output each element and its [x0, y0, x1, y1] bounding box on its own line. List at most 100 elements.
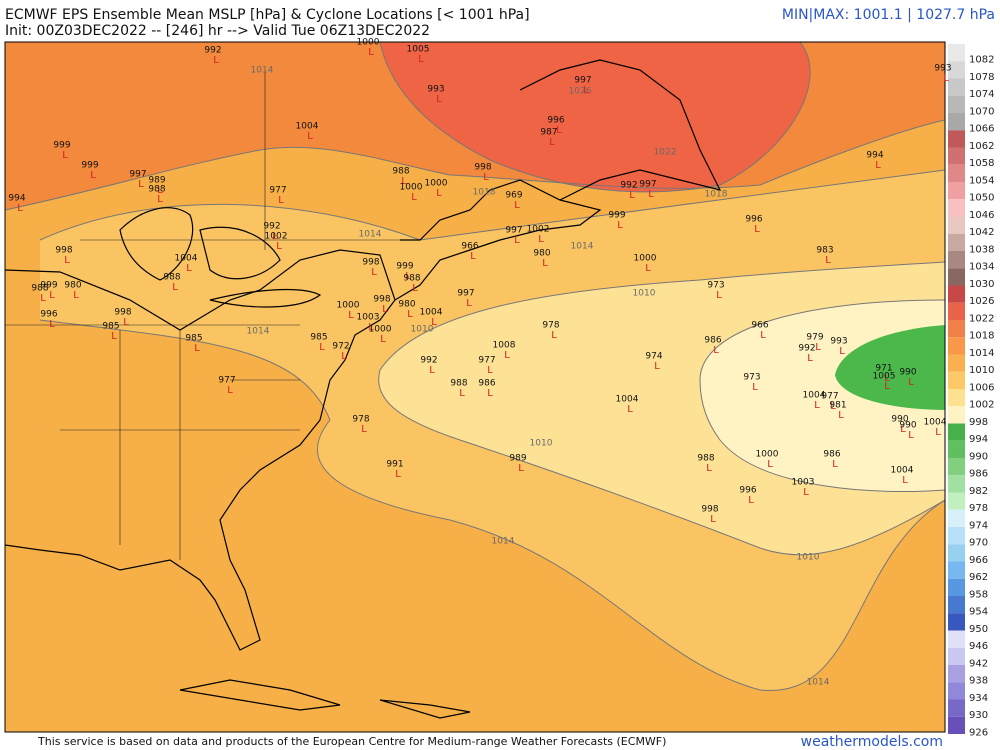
- colorbar-swatch: [948, 302, 965, 320]
- colorbar-swatch: [948, 182, 965, 200]
- cyclone-pressure: 997: [639, 180, 656, 190]
- cyclone-marker: L: [483, 172, 489, 183]
- colorbar-label: 934: [969, 693, 988, 704]
- cyclone-pressure: 997: [457, 289, 474, 299]
- contour-label: 1010: [797, 553, 820, 563]
- cyclone-marker: L: [395, 469, 401, 480]
- cyclone-marker: L: [361, 424, 367, 435]
- cyclone-marker: L: [64, 255, 70, 266]
- colorbar-label: 1074: [969, 89, 994, 100]
- colorbar-swatch: [948, 682, 965, 700]
- cyclone-marker: L: [617, 220, 623, 231]
- cyclone-pressure: 978: [542, 321, 559, 331]
- cyclone-pressure: 980: [64, 281, 81, 291]
- contour-labels: 1014 1018 1014 1014 1010 1014 1010 1010 1014 1010…: [247, 66, 830, 688]
- cyclone-marker: L: [49, 319, 55, 330]
- cyclone-pressure: 977: [269, 186, 286, 196]
- cyclone-marker: L: [706, 463, 712, 474]
- cyclone-pressure: 996: [739, 486, 756, 496]
- colorbar-label: 1002: [969, 400, 994, 411]
- colorbar-label: 1070: [969, 106, 994, 117]
- borders: [5, 70, 400, 560]
- cyclone-pressure: 1004: [924, 418, 947, 428]
- cyclone-marker: L: [645, 263, 651, 274]
- cyclone-pressure: 1005: [873, 372, 896, 382]
- colorbar-label: 1034: [969, 262, 994, 273]
- cyclone-marker: L: [538, 234, 544, 245]
- colorbar-label: 1066: [969, 124, 994, 135]
- cyclone-marker: L: [884, 373, 890, 384]
- map-frame: [4, 41, 946, 733]
- colorbar-label: 942: [969, 658, 988, 669]
- cyclone-marker: L: [815, 342, 821, 353]
- colorbar-label: 930: [969, 710, 988, 721]
- cyclone-pressure: 1000: [634, 254, 657, 264]
- cyclone-pressure: 997: [505, 226, 522, 236]
- colorbar-label: 1006: [969, 382, 994, 393]
- cyclone-marker: L: [405, 271, 411, 282]
- map: [5, 42, 945, 732]
- cyclone-pressure: 989: [509, 454, 526, 464]
- cyclone-marker: L: [654, 361, 660, 372]
- cyclone-marker: L: [902, 475, 908, 486]
- cyclone-pressure: 998: [373, 295, 390, 305]
- colorbar-swatch: [948, 389, 965, 407]
- cyclone-marker: L: [470, 251, 476, 262]
- contour-label: 1014: [359, 230, 382, 240]
- cyclone-marker: L: [407, 309, 413, 320]
- cyclone-pressure: 988: [697, 454, 714, 464]
- cyclone-pressure: 1000: [357, 38, 380, 48]
- cyclone-marker: L: [514, 235, 520, 246]
- colorbar-label: 1050: [969, 193, 994, 204]
- cyclone-pressure: 999: [53, 141, 70, 151]
- cyclone-marker: L: [466, 298, 472, 309]
- cyclone-marker: L: [832, 459, 838, 470]
- colorbar-label: 978: [969, 503, 988, 514]
- cyclone-pressure: 985: [310, 333, 327, 343]
- cyclone-pressure: 1000: [369, 325, 392, 335]
- cyclone-pressure: 980: [398, 300, 415, 310]
- colorbar-swatch: [948, 492, 965, 510]
- contour-label: 1010: [530, 439, 553, 449]
- colorbar-swatch: [948, 699, 965, 717]
- cyclone-marker: L: [411, 192, 417, 203]
- colorbar-swatch: [948, 423, 965, 441]
- colorbar-label: 1046: [969, 210, 994, 221]
- colorbar-label: 1082: [969, 55, 994, 66]
- cyclone-pressure: 986: [478, 379, 495, 389]
- cyclone-pressure: 980: [533, 249, 550, 259]
- credit: This service is based on data and produc…: [37, 735, 666, 748]
- cyclone-marker: L: [935, 427, 941, 438]
- contour-label: 1014: [571, 242, 594, 252]
- cyclone-pressure: 993: [427, 85, 444, 95]
- colorbar-swatch: [948, 216, 965, 234]
- cyclone-pressure: 977: [478, 356, 495, 366]
- cyclone-marker: L: [542, 258, 548, 269]
- cyclone-pressure: 1004: [296, 122, 319, 132]
- colorbar-swatch: [948, 285, 965, 303]
- cyclone-marker: L: [648, 189, 654, 200]
- colorbar-label: 1042: [969, 227, 994, 238]
- cyclone-pressure: 990: [891, 415, 908, 425]
- cyclone-pressure: 1008: [493, 341, 516, 351]
- cyclone-marker: L: [551, 330, 557, 341]
- cyclone-marker: L: [504, 350, 510, 361]
- cyclone-marker: L: [710, 514, 716, 525]
- cyclone-marker: L: [518, 463, 524, 474]
- colorbar-swatch: [948, 440, 965, 458]
- colorbar-swatch: [948, 44, 965, 62]
- colorbar-label: 954: [969, 607, 988, 618]
- colorbar-swatch: [948, 665, 965, 683]
- cyclone-pressure: 996: [547, 116, 564, 126]
- colorbar-label: 938: [969, 676, 988, 687]
- colorbar-label: 998: [969, 417, 988, 428]
- cyclone-marker: L: [368, 47, 374, 58]
- contour-label: 1010: [411, 325, 434, 335]
- cyclone-pressure: 992: [798, 344, 815, 354]
- colorbar-swatch: [948, 113, 965, 131]
- cyclone-marker: L: [767, 459, 773, 470]
- cyclone-marker: L: [487, 388, 493, 399]
- colorbar-swatch: [948, 630, 965, 648]
- colorbar-swatch: [948, 61, 965, 79]
